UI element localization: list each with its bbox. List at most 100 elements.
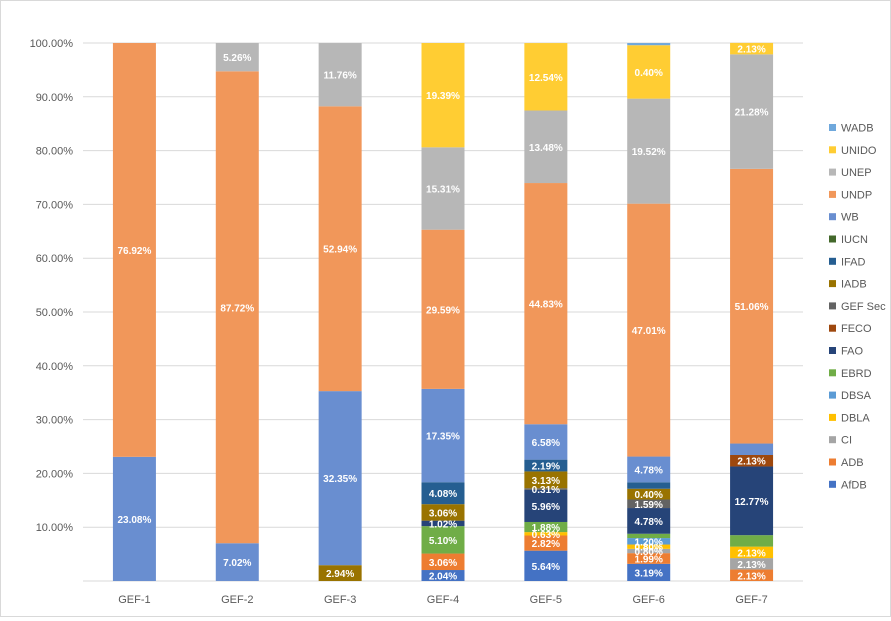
y-tick-label: 100.00% xyxy=(30,38,74,50)
legend: WADB UNIDO UNEP UNDP WB IUCN IFAD IADB GEF Sec FE… xyxy=(829,123,886,491)
y-tick-label: 90.00% xyxy=(36,92,74,104)
y-tick-label: 60.00% xyxy=(36,253,74,265)
y-tick-label: 50.00% xyxy=(36,307,74,319)
bar-segment-wb xyxy=(215,543,259,581)
x-tick-label: GEF-6 xyxy=(633,594,665,606)
data-label: 15.31% xyxy=(426,185,460,196)
legend-swatch xyxy=(829,213,836,221)
legend-swatch xyxy=(829,168,836,176)
bar-segment-adb xyxy=(524,535,568,551)
y-tick-label: 20.00% xyxy=(36,468,74,480)
bar-segment-ebrd xyxy=(524,521,568,533)
data-label: 3.06% xyxy=(429,508,457,519)
x-tick-label: GEF-3 xyxy=(324,594,356,606)
data-label: 5.64% xyxy=(532,562,560,573)
bar-segment-ci xyxy=(730,558,774,570)
legend-label: IADB xyxy=(841,279,867,291)
data-label: 5.96% xyxy=(532,502,560,513)
bar-segment-iadb xyxy=(318,565,362,581)
bar-segment-fao xyxy=(730,466,774,536)
bar-segment-wb xyxy=(524,424,568,460)
bar-segment-unido xyxy=(730,42,774,55)
x-tick-label: GEF-2 xyxy=(221,594,253,606)
bar-segment-undp xyxy=(318,106,362,392)
data-label: 1.99% xyxy=(635,554,663,565)
legend-label: DBLA xyxy=(841,412,870,424)
data-label: 4.08% xyxy=(429,489,457,500)
bar-segment-dbsa xyxy=(627,538,671,545)
bar-segment-adb xyxy=(730,569,774,581)
bar-segment-afdb xyxy=(421,570,465,581)
bar-segment-undp xyxy=(112,43,156,457)
bar-segment-unep xyxy=(524,110,568,184)
bar-segment-ebrd xyxy=(421,526,465,554)
legend-label: WB xyxy=(841,212,859,224)
legend-label: UNEP xyxy=(841,167,872,179)
bar-segment-gef-sec xyxy=(524,488,568,490)
bars xyxy=(112,42,774,581)
legend-swatch xyxy=(829,347,836,354)
data-label: 3.06% xyxy=(429,558,457,569)
bar-segment-fao xyxy=(421,520,465,527)
legend-swatch xyxy=(829,458,836,466)
bar-segment-undp xyxy=(215,71,259,544)
data-label: 2.94% xyxy=(326,569,354,580)
data-label: 76.92% xyxy=(117,246,151,257)
bar-segment-unido xyxy=(421,43,465,148)
legend-label: UNIDO xyxy=(841,145,877,157)
y-tick-label: 80.00% xyxy=(36,146,74,158)
data-label: 2.13% xyxy=(737,560,765,571)
bar-segment-fao xyxy=(627,508,671,534)
data-label: 44.83% xyxy=(529,300,563,311)
legend-swatch xyxy=(829,235,836,243)
bar-segment-unido xyxy=(627,45,671,99)
data-label: 0.31% xyxy=(532,485,560,496)
bar-segment-adb xyxy=(627,553,671,564)
data-label: 51.06% xyxy=(735,302,769,313)
y-tick-label: 30.00% xyxy=(36,415,74,427)
legend-label: EBRD xyxy=(841,368,872,380)
legend-label: ADB xyxy=(841,457,864,469)
data-label: 12.77% xyxy=(735,497,769,508)
data-label: 17.35% xyxy=(426,432,460,443)
bar-segment-ebrd xyxy=(627,533,671,539)
data-label: 19.52% xyxy=(632,147,666,158)
data-label: 47.01% xyxy=(632,326,666,337)
bar-segment-wadb xyxy=(627,43,671,46)
data-label: 87.72% xyxy=(220,303,254,314)
bar-segment-wb xyxy=(421,388,465,483)
data-label: 52.94% xyxy=(323,245,357,256)
data-label: 3.19% xyxy=(635,568,663,579)
data-label: 7.02% xyxy=(223,558,251,569)
data-label: 29.59% xyxy=(426,305,460,316)
bar-segment-dbla xyxy=(730,546,774,559)
legend-label: IUCN xyxy=(841,234,868,246)
data-label: 23.08% xyxy=(117,515,151,526)
legend-label: DBSA xyxy=(841,390,872,402)
data-label: 13.48% xyxy=(529,143,563,154)
data-label: 2.19% xyxy=(532,462,560,473)
data-label: 19.39% xyxy=(426,91,460,102)
bar-segment-undp xyxy=(730,168,774,444)
legend-swatch xyxy=(829,413,836,421)
bar-segment-undp xyxy=(627,203,671,457)
legend-label: IFAD xyxy=(841,256,866,268)
bar-segment-unep xyxy=(730,54,774,169)
data-label: 2.13% xyxy=(737,548,765,559)
bar-segment-unido xyxy=(524,43,568,111)
data-label: 32.35% xyxy=(323,474,357,485)
legend-swatch xyxy=(829,436,836,444)
bar-segment-wb xyxy=(112,456,156,581)
legend-swatch xyxy=(829,190,836,198)
data-label: 4.78% xyxy=(635,517,663,528)
bar-segment-afdb xyxy=(627,563,671,581)
data-labels: 23.08% 76.92% 7.02% 87.72% 5.26% 2.94% 32.35% 5… xyxy=(117,45,768,583)
bar-segment-iadb xyxy=(524,471,568,489)
y-tick-label: 40.00% xyxy=(36,361,74,373)
legend-swatch xyxy=(829,324,836,332)
x-tick-label: GEF-4 xyxy=(427,594,459,606)
data-label: 11.76% xyxy=(323,71,356,82)
bar-segment-wb xyxy=(318,391,362,566)
data-label: 1.02% xyxy=(429,519,457,530)
